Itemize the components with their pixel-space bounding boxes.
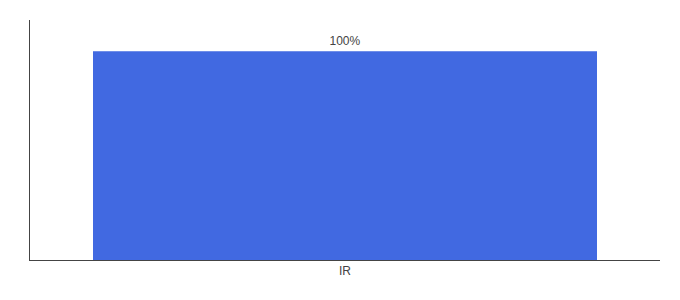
- svg-text:IR: IR: [339, 264, 351, 278]
- svg-text:100%: 100%: [329, 34, 360, 48]
